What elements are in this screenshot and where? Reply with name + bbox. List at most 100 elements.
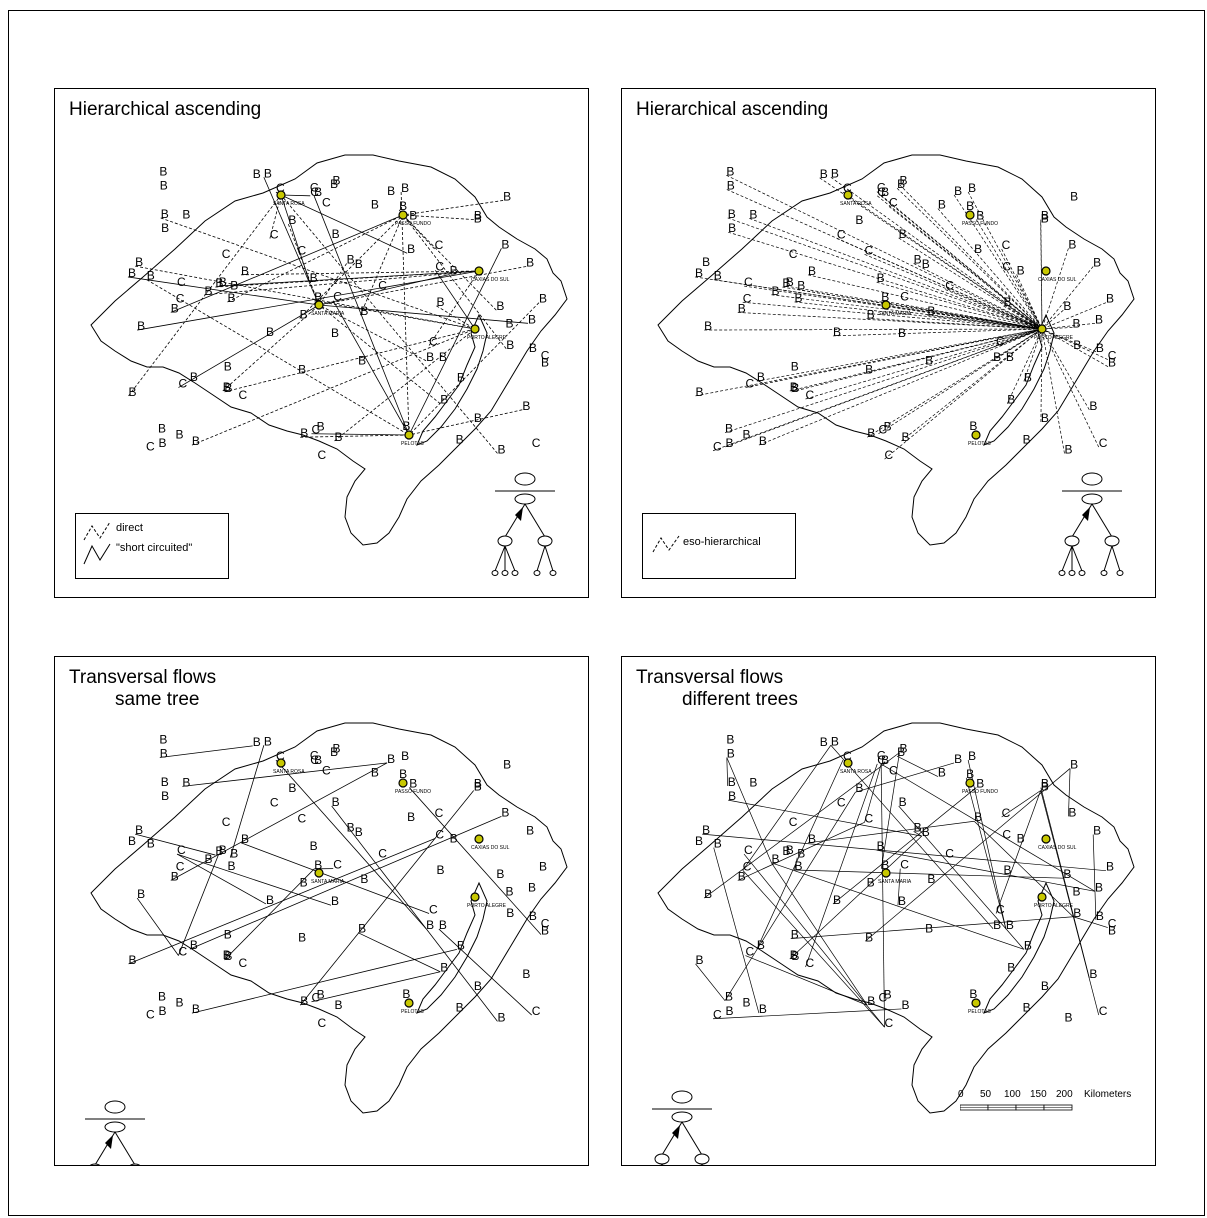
flow-line bbox=[409, 787, 542, 935]
city-label-santa_rosa: SANTA ROSA bbox=[840, 201, 872, 207]
flow-line bbox=[135, 833, 216, 856]
tree-node bbox=[671, 1090, 693, 1104]
flow-line bbox=[745, 955, 868, 1006]
flow-line bbox=[913, 263, 1043, 330]
settlement-b: B bbox=[496, 867, 504, 881]
flow-line bbox=[876, 191, 1043, 330]
settlement-b: B bbox=[797, 847, 805, 861]
tree-edge bbox=[504, 545, 516, 572]
city-hub bbox=[314, 868, 324, 878]
settlement-b: B bbox=[332, 174, 340, 188]
flow-line bbox=[434, 270, 476, 330]
settlement-b: B bbox=[1108, 924, 1116, 938]
settlement-b: B bbox=[541, 356, 549, 370]
settlement-b: B bbox=[171, 301, 179, 315]
settlement-b: B bbox=[791, 928, 799, 942]
settlement-b: B bbox=[881, 185, 889, 199]
settlement-b: B bbox=[954, 184, 962, 198]
settlement-b: B bbox=[501, 237, 509, 251]
settlement-b: B bbox=[474, 979, 482, 993]
settlement-b: B bbox=[1073, 884, 1081, 898]
flow-line bbox=[937, 208, 1043, 330]
settlement-b: B bbox=[300, 307, 308, 321]
city-hub bbox=[965, 778, 975, 788]
settlement-c: C bbox=[996, 902, 1005, 916]
flow-line bbox=[878, 328, 1043, 435]
city-hub bbox=[965, 210, 975, 220]
settlement-b: B bbox=[725, 990, 733, 1004]
settlement-c: C bbox=[318, 1016, 327, 1030]
tree-edge bbox=[1103, 545, 1113, 572]
settlement-b: B bbox=[439, 918, 447, 932]
city-label-pelotas: PELOTAS bbox=[401, 1009, 424, 1015]
flow-line bbox=[785, 285, 1043, 330]
settlement-b: B bbox=[182, 207, 190, 221]
settlement-b: B bbox=[976, 777, 984, 791]
settlement-b: B bbox=[135, 255, 143, 269]
settlement-b: B bbox=[867, 994, 875, 1008]
settlement-b: B bbox=[1070, 189, 1078, 203]
flow-line bbox=[771, 862, 1024, 950]
city-hub bbox=[474, 834, 484, 844]
flow-arrow bbox=[672, 1125, 680, 1139]
state-outline bbox=[657, 722, 1135, 1114]
settlement-b: B bbox=[695, 834, 703, 848]
figure-frame bbox=[8, 10, 1205, 1216]
flow-line bbox=[726, 174, 1043, 330]
settlement-c: C bbox=[276, 749, 285, 763]
flow-line bbox=[713, 847, 760, 1014]
settlement-b: B bbox=[215, 844, 223, 858]
settlement-c: C bbox=[837, 796, 846, 810]
settlement-b: B bbox=[714, 837, 722, 851]
settlement-b: B bbox=[503, 189, 511, 203]
settlement-c: C bbox=[429, 902, 438, 916]
settlement-b: B bbox=[1073, 316, 1081, 330]
settlement-b: B bbox=[219, 843, 227, 857]
settlement-b: B bbox=[314, 753, 322, 767]
settlement-b: B bbox=[938, 198, 946, 212]
flow-lines bbox=[128, 745, 542, 1022]
settlement-b: B bbox=[161, 221, 169, 235]
settlement-b: B bbox=[332, 227, 340, 241]
flow-line bbox=[1041, 328, 1100, 448]
settlement-b: B bbox=[526, 255, 534, 269]
settlement-b: B bbox=[743, 428, 751, 442]
settlement-c: C bbox=[900, 858, 909, 872]
flow-line bbox=[1041, 248, 1069, 330]
flow-line bbox=[877, 195, 1043, 330]
flow-line bbox=[408, 302, 540, 436]
flow-line bbox=[269, 194, 282, 239]
city-label-santa_maria: SANTA MARIA bbox=[311, 879, 345, 885]
settlement-b: B bbox=[749, 207, 757, 221]
flow-line bbox=[876, 849, 1096, 892]
tree-edge bbox=[1091, 503, 1113, 538]
settlement-b: B bbox=[331, 326, 339, 340]
tree-node bbox=[1081, 472, 1103, 486]
flow-line bbox=[127, 276, 320, 306]
settlement-b: B bbox=[702, 823, 710, 837]
settlement-b: B bbox=[158, 1004, 166, 1018]
settlement-b: B bbox=[330, 745, 338, 759]
city-label-caxias: CAXIAS DO SUL bbox=[1038, 845, 1077, 851]
settlement-b: B bbox=[1089, 967, 1097, 981]
flow-line bbox=[743, 853, 885, 1028]
settlement-c: C bbox=[532, 436, 541, 450]
settlement-b: B bbox=[786, 843, 794, 857]
flow-line bbox=[1041, 266, 1094, 330]
flow-line bbox=[725, 328, 1043, 448]
settlement-c: C bbox=[889, 196, 898, 210]
city-hub bbox=[474, 266, 484, 276]
settlement-b: B bbox=[474, 780, 482, 794]
settlement-c: C bbox=[789, 815, 798, 829]
flow-line bbox=[789, 328, 1043, 392]
settlement-b: B bbox=[171, 869, 179, 883]
settlement-c: C bbox=[789, 247, 798, 261]
panel-title: Hierarchical ascending bbox=[636, 99, 829, 120]
flow-line bbox=[896, 755, 939, 777]
